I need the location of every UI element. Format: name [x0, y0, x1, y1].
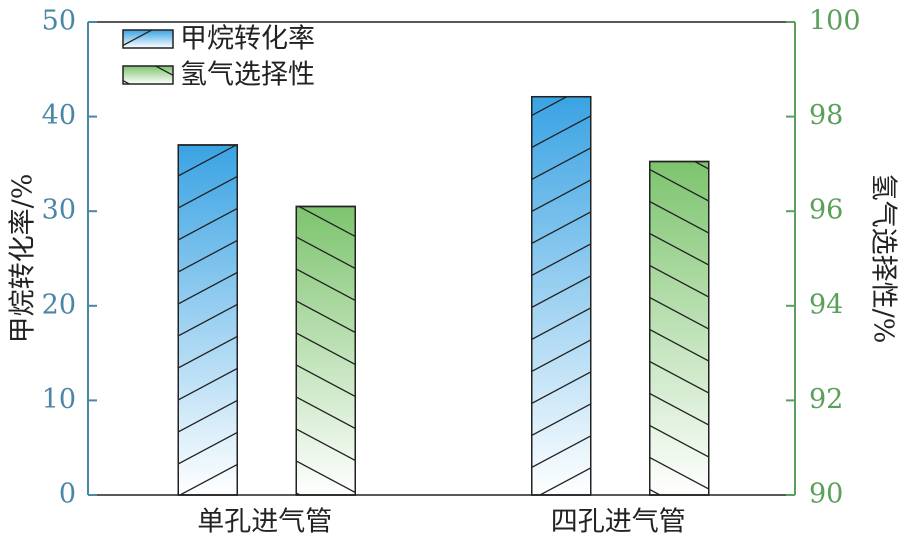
y-axis-label: 甲烷转化率/%	[8, 174, 39, 344]
y2-axis-label: 氢气选择性/%	[868, 174, 899, 344]
bar-hatch	[649, 160, 710, 496]
y-tick-label: 40	[42, 100, 76, 131]
bar-hatch	[295, 205, 356, 496]
y2-tick-label: 90	[809, 479, 843, 510]
y2-tick-label: 94	[809, 289, 843, 320]
legend-label: 氢气选择性	[180, 60, 315, 91]
y2-tick-label: 98	[809, 100, 843, 131]
y-tick-label: 20	[42, 289, 76, 320]
y-tick-label: 50	[42, 6, 76, 37]
y2-tick-label: 100	[809, 6, 861, 37]
x-tick-label: 四孔进气管	[551, 507, 686, 538]
y2-tick-label: 92	[809, 384, 843, 415]
y2-tick-label: 96	[809, 195, 843, 226]
legend-label: 甲烷转化率	[180, 24, 315, 55]
legend-key-hatch	[122, 29, 174, 49]
legend-key-hatch	[122, 65, 174, 85]
bar-hatch	[531, 95, 592, 496]
y-tick-label: 0	[59, 479, 76, 510]
bar-hatch	[177, 144, 238, 496]
y-tick-label: 10	[42, 384, 76, 415]
x-tick-label: 单孔进气管	[197, 507, 332, 538]
y-tick-label: 30	[42, 195, 76, 226]
